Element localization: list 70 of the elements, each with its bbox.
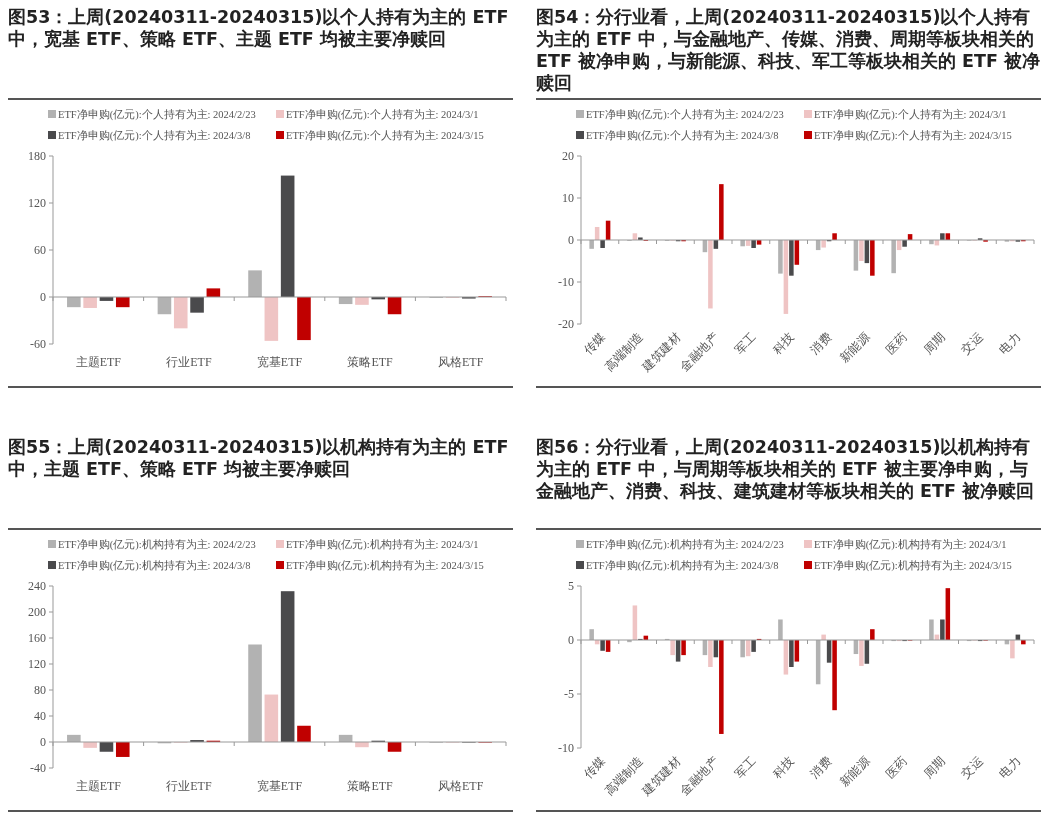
legend-label: ETF净申购(亿元):机构持有为主: 2024/3/15 xyxy=(814,559,1012,572)
y-tick-label: -10 xyxy=(558,741,574,755)
x-tick-label: 周期 xyxy=(920,330,948,358)
legend-label: ETF净申购(亿元):个人持有为主: 2024/3/1 xyxy=(814,108,1007,121)
legend-label: ETF净申购(亿元):个人持有为主: 2024/2/23 xyxy=(58,108,256,121)
y-tick-label: 0 xyxy=(568,233,574,247)
x-tick-label: 消费 xyxy=(807,330,835,358)
y-tick-label: 200 xyxy=(28,605,46,619)
y-tick-label: 20 xyxy=(562,149,574,163)
legend-label: ETF净申购(亿元):机构持有为主: 2024/3/8 xyxy=(58,559,251,572)
x-tick-label: 宽基ETF xyxy=(256,779,303,793)
x-tick-label: 消费 xyxy=(807,754,835,782)
y-tick-label: 240 xyxy=(28,579,46,593)
x-tick-label: 交运 xyxy=(958,330,986,358)
y-tick-label: -20 xyxy=(558,317,574,331)
x-tick-label: 电力 xyxy=(996,754,1024,782)
x-tick-label: 军工 xyxy=(732,754,759,782)
y-tick-label: -5 xyxy=(564,687,574,701)
y-tick-label: 80 xyxy=(34,683,46,697)
x-tick-label: 传媒 xyxy=(581,330,608,358)
x-tick-label: 新能源 xyxy=(836,330,873,366)
legend-label: ETF净申购(亿元):个人持有为主: 2024/3/15 xyxy=(814,129,1012,142)
legend-label: ETF净申购(亿元):机构持有为主: 2024/3/15 xyxy=(286,559,484,572)
legend-label: ETF净申购(亿元):个人持有为主: 2024/3/8 xyxy=(58,129,251,142)
y-tick-label: 120 xyxy=(28,657,46,671)
y-tick-label: 5 xyxy=(568,579,574,593)
chart-title: 图54：分行业看，上周(20240311-20240315)以个人持有为主的 ETF 中，与金融地产、传媒、消费、周期等板块相关的 ETF 被净申购，与新能源、科技、军工等板块相关的 ETF 被净赎回 xyxy=(536,6,1041,100)
x-tick-label: 策略ETF xyxy=(347,355,394,369)
x-tick-label: 交运 xyxy=(958,754,986,782)
y-tick-label: -10 xyxy=(558,275,574,289)
x-tick-label: 行业ETF xyxy=(166,779,212,793)
x-tick-label: 传媒 xyxy=(581,754,608,782)
y-tick-label: 0 xyxy=(40,290,46,304)
legend-label: ETF净申购(亿元):个人持有为主: 2024/3/15 xyxy=(286,129,484,142)
y-tick-label: 40 xyxy=(34,709,46,723)
chart-title: 图53：上周(20240311-20240315)以个人持有为主的 ETF 中，宽基 ETF、策略 ETF、主题 ETF 均被主要净赎回 xyxy=(8,6,513,100)
y-tick-label: -60 xyxy=(30,337,46,351)
x-tick-label: 周期 xyxy=(920,754,948,782)
legend-label: ETF净申购(亿元):个人持有为主: 2024/3/1 xyxy=(286,108,479,121)
legend-label: ETF净申购(亿元):机构持有为主: 2024/3/1 xyxy=(814,538,1007,551)
x-tick-label: 行业ETF xyxy=(166,355,212,369)
legend-label: ETF净申购(亿元):个人持有为主: 2024/2/23 xyxy=(586,108,784,121)
legend-label: ETF净申购(亿元):机构持有为主: 2024/3/8 xyxy=(586,559,779,572)
x-tick-label: 风格ETF xyxy=(438,779,484,793)
x-tick-label: 电力 xyxy=(996,330,1024,358)
x-tick-label: 科技 xyxy=(769,330,797,358)
legend-label: ETF净申购(亿元):机构持有为主: 2024/2/23 xyxy=(58,538,256,551)
y-tick-label: 160 xyxy=(28,631,46,645)
x-tick-label: 科技 xyxy=(769,754,797,782)
x-tick-label: 宽基ETF xyxy=(256,355,303,369)
y-tick-label: 10 xyxy=(562,191,574,205)
y-tick-label: 0 xyxy=(568,633,574,647)
x-tick-label: 风格ETF xyxy=(438,355,484,369)
y-tick-label: 60 xyxy=(34,243,46,257)
chart-title: 图55：上周(20240311-20240315)以机构持有为主的 ETF 中，主题 ETF、策略 ETF 均被主要净赎回 xyxy=(8,436,513,530)
x-tick-label: 新能源 xyxy=(836,754,873,790)
legend-label: ETF净申购(亿元):机构持有为主: 2024/3/1 xyxy=(286,538,479,551)
y-tick-label: 120 xyxy=(28,196,46,210)
x-tick-label: 医药 xyxy=(883,330,910,358)
y-tick-label: -40 xyxy=(30,761,46,775)
x-tick-label: 军工 xyxy=(732,330,759,358)
y-tick-label: 180 xyxy=(28,149,46,163)
legend-label: ETF净申购(亿元):个人持有为主: 2024/3/8 xyxy=(586,129,779,142)
chart-title: 图56：分行业看，上周(20240311-20240315)以机构持有为主的 ETF 中，与周期等板块相关的 ETF 被主要净申购，与金融地产、消费、科技、建筑建材等板块相关的 ETF 被净赎回 xyxy=(536,436,1041,530)
x-tick-label: 医药 xyxy=(883,754,910,782)
x-tick-label: 主题ETF xyxy=(75,779,122,793)
x-tick-label: 主题ETF xyxy=(75,355,122,369)
x-tick-label: 策略ETF xyxy=(347,779,394,793)
y-tick-label: 0 xyxy=(40,735,46,749)
legend-label: ETF净申购(亿元):机构持有为主: 2024/2/23 xyxy=(586,538,784,551)
